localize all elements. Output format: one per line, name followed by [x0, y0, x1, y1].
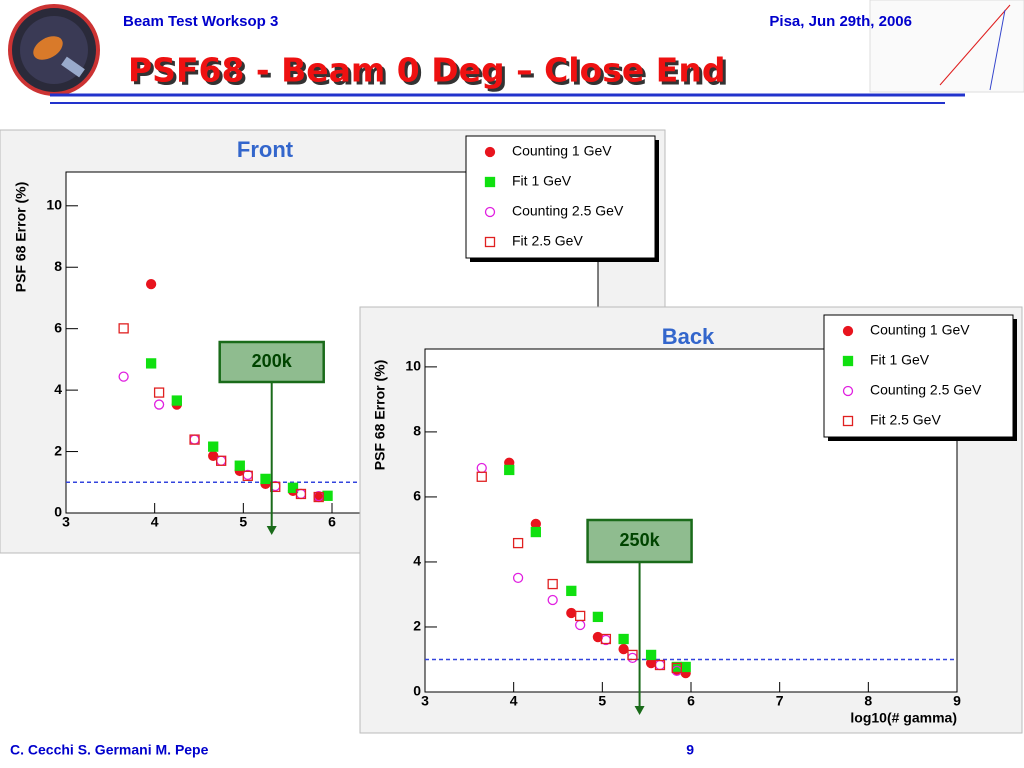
event: Beam Test Worksop 3 [123, 13, 278, 30]
arrow-head [266, 526, 277, 535]
legend-marker [484, 236, 496, 248]
legend-marker [842, 325, 854, 337]
marker [512, 572, 524, 584]
annotation-box [586, 518, 693, 564]
marker [145, 358, 157, 369]
y-tick-label: 4 [54, 381, 62, 397]
legend-marker [484, 146, 496, 158]
legend [465, 135, 656, 259]
x-tick-label: 4 [151, 514, 159, 530]
legend-label: Fit 1 GeV [870, 352, 930, 368]
logo [8, 4, 100, 96]
y-tick-label: 6 [54, 319, 62, 335]
marker [295, 488, 307, 500]
marker [645, 649, 657, 661]
marker [118, 323, 129, 334]
x-tick-label: 5 [239, 514, 247, 530]
y-tick-label: 0 [413, 683, 421, 699]
marker [618, 633, 629, 645]
marker [627, 649, 638, 661]
page-number: 9 [686, 742, 694, 758]
y-axis-label: PSF 68 Error (%) [13, 182, 29, 292]
x-tick-label: 7 [776, 693, 784, 709]
marker [153, 387, 165, 398]
marker [260, 473, 271, 485]
place-date: Pisa, Jun 29th, 2006 [769, 13, 912, 30]
arrow-head [634, 706, 645, 715]
x-tick-label: 3 [421, 693, 429, 709]
legend [823, 314, 1014, 438]
marker [118, 371, 129, 382]
title-shadow: PSF68 - Beam 0 Deg – Close End [131, 54, 728, 93]
x-axis-label: log10(# gamma) [850, 710, 957, 726]
marker [654, 659, 666, 671]
y-tick-label: 8 [413, 423, 421, 439]
x-tick-label: 6 [687, 693, 695, 709]
marker [600, 633, 612, 645]
marker [234, 460, 245, 471]
annotation-label: 200k [252, 351, 293, 371]
marker [287, 482, 299, 493]
marker [512, 537, 524, 549]
marker [216, 455, 227, 466]
legend-marker [842, 415, 854, 427]
thumbnail [869, 0, 1024, 93]
y-tick-label: 6 [413, 488, 421, 504]
y-tick-label: 10 [46, 196, 62, 212]
legend-label: Counting 2.5 GeV [870, 382, 982, 398]
y-tick-label: 2 [54, 442, 62, 458]
legend-label: Counting 2.5 GeV [512, 203, 624, 219]
marker [671, 662, 682, 674]
marker [476, 471, 487, 482]
x-tick-label: 4 [510, 693, 518, 709]
x-tick-label: 8 [864, 693, 872, 709]
legend-marker [484, 206, 496, 218]
y-tick-label: 10 [405, 358, 421, 374]
marker [322, 490, 333, 501]
chart-panel: Back PSF 68 Error (%) log10(# gamma) 3 4 5 6 7 8… [359, 306, 1023, 734]
marker [242, 470, 253, 481]
x-tick-label: 6 [328, 514, 336, 530]
y-tick-label: 0 [54, 504, 62, 520]
marker [592, 611, 604, 623]
y-tick-label: 2 [413, 618, 421, 634]
legend-label: Counting 1 GeV [870, 322, 970, 338]
legend-marker [842, 355, 854, 367]
marker [208, 441, 219, 452]
marker [575, 610, 586, 622]
marker [530, 526, 541, 538]
marker [145, 278, 157, 290]
marker [547, 578, 558, 590]
legend-label: Counting 1 GeV [512, 143, 612, 159]
slide-title: PSF68 - Beam 0 Deg – Close End [128, 51, 725, 90]
y-axis-label: PSF 68 Error (%) [372, 360, 388, 470]
annotation-label: 250k [620, 530, 661, 550]
x-tick-label: 5 [598, 693, 606, 709]
marker [189, 434, 200, 445]
authors: C. Cecchi S. Germani M. Pepe [10, 742, 209, 758]
legend-label: Fit 1 GeV [512, 173, 572, 189]
marker [680, 661, 691, 673]
x-tick-label: 3 [62, 514, 70, 530]
marker [504, 464, 515, 476]
marker [547, 594, 558, 606]
legend-marker [842, 385, 854, 397]
legend-marker [484, 176, 496, 188]
marker [566, 607, 577, 619]
annotation-box [218, 340, 325, 384]
legend-label: Fit 2.5 GeV [512, 233, 583, 249]
y-tick-label: 8 [54, 258, 62, 274]
marker [618, 643, 629, 655]
marker [153, 399, 165, 410]
marker [171, 395, 182, 406]
x-tick-label: 9 [953, 693, 961, 709]
chart-title: Front [237, 137, 294, 162]
marker [566, 585, 577, 597]
legend-label: Fit 2.5 GeV [870, 412, 941, 428]
chart-title: Back [662, 324, 715, 349]
marker [313, 491, 324, 503]
y-tick-label: 4 [413, 553, 421, 569]
